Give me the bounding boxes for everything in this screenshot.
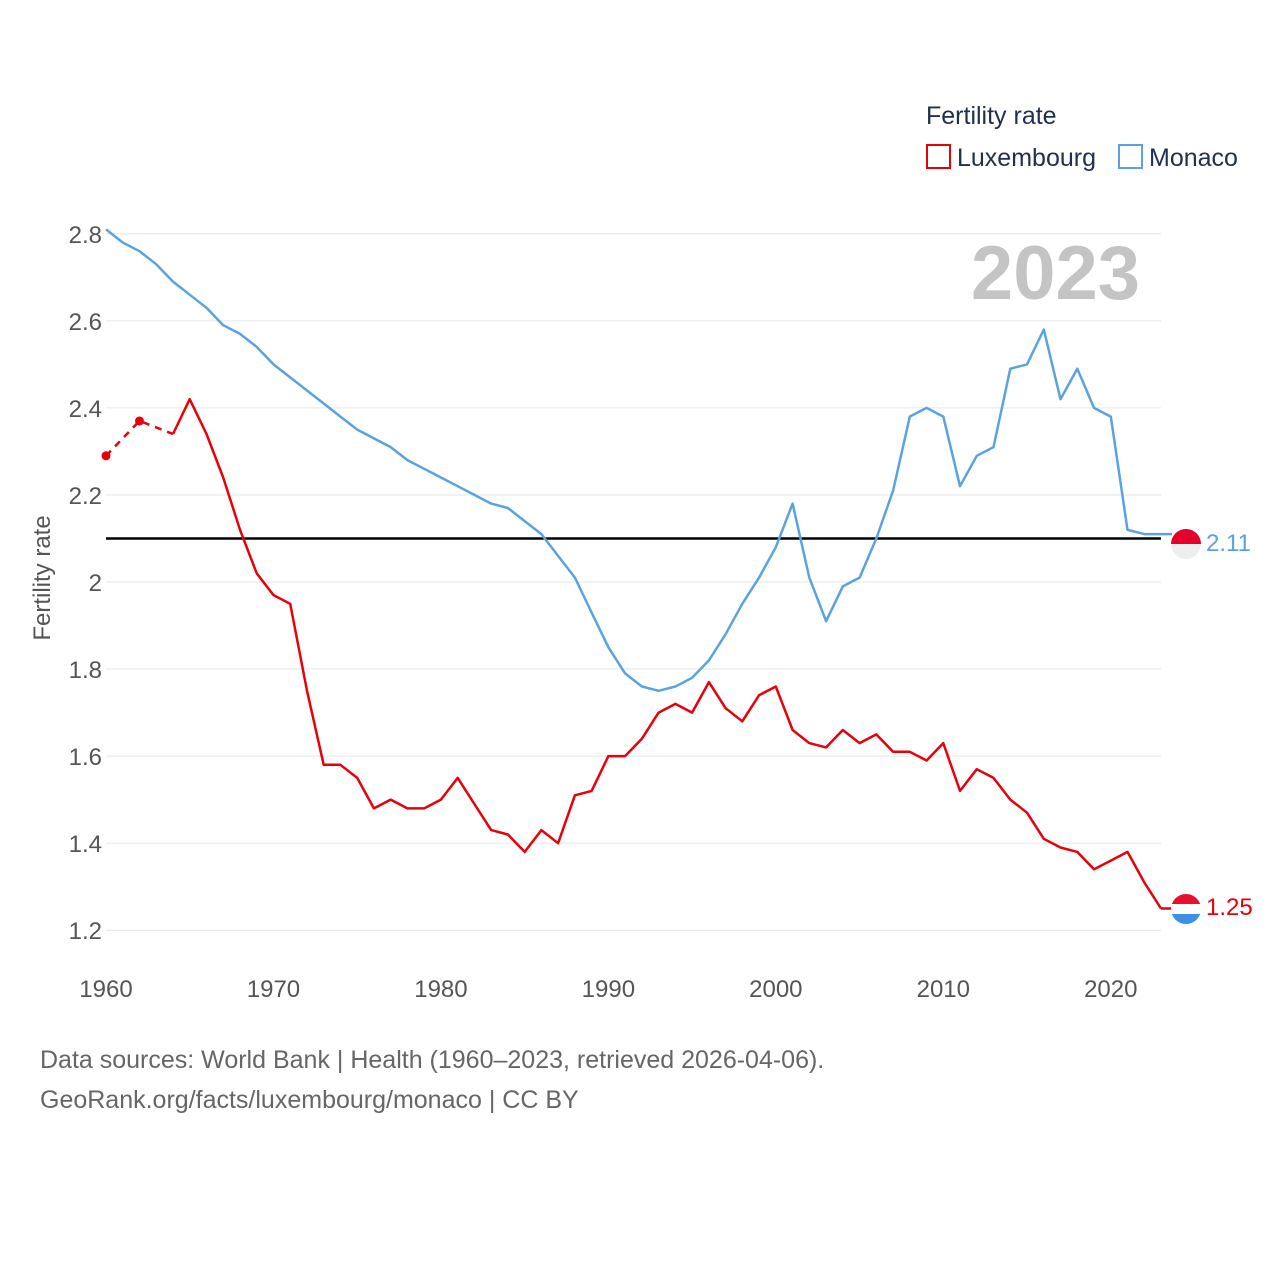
y-tick-label: 1.2 — [69, 918, 102, 945]
y-tick-label: 2.6 — [69, 309, 102, 336]
legend-item-luxembourg[interactable]: Luxembourg — [926, 144, 1096, 172]
fertility-rate-chart: Fertility rate Luxembourg Monaco 2023 Fe… — [29, 102, 1253, 1003]
x-tick-label: 2020 — [1084, 976, 1137, 1003]
luxembourg-flag-white — [1171, 904, 1201, 914]
legend-item-monaco[interactable]: Monaco — [1118, 144, 1238, 172]
monaco-flag-marker — [1171, 529, 1201, 559]
legend-swatch-monaco — [1118, 144, 1143, 169]
luxembourg-early-point — [101, 451, 111, 461]
luxembourg-flag-red — [1171, 894, 1201, 904]
monaco-flag-white — [1171, 544, 1201, 559]
luxembourg-early-dashed-line — [105, 419, 174, 457]
y-tick-label: 2.4 — [69, 396, 102, 423]
legend-swatch-luxembourg — [926, 144, 951, 169]
footer: Data sources: World Bank | Health (1960–… — [40, 1040, 824, 1120]
data-sources-text: Data sources: World Bank | Health (1960–… — [40, 1046, 825, 1074]
x-tick-label: 1970 — [247, 976, 300, 1003]
x-tick-label: 1990 — [582, 976, 635, 1003]
y-tick-label: 2.2 — [69, 483, 102, 510]
y-tick-label: 1.8 — [69, 657, 102, 684]
monaco-end-value: 2.11 — [1206, 530, 1251, 557]
monaco-flag-red — [1171, 529, 1201, 544]
y-tick-label: 2 — [89, 570, 102, 597]
luxembourg-end-value: 1.25 — [1206, 894, 1253, 921]
luxembourg-flag-marker — [1171, 894, 1201, 924]
y-tick-label: 2.8 — [69, 222, 102, 249]
y-tick-label: 1.4 — [69, 831, 102, 858]
year-watermark: 2023 — [971, 231, 1140, 316]
gridlines — [106, 233, 1161, 931]
x-axis-ticks: 1960 1970 1980 1990 2000 2010 2020 — [79, 976, 1137, 1003]
attribution-text: GeoRank.org/facts/luxembourg/monaco | CC… — [40, 1086, 579, 1114]
x-tick-label: 2010 — [917, 976, 970, 1003]
luxembourg-early-point — [134, 416, 144, 426]
x-tick-label: 1980 — [414, 976, 467, 1003]
luxembourg-flag-blue — [1171, 914, 1201, 924]
y-axis-ticks: 1.2 1.4 1.6 1.8 2 2.2 2.4 2.6 2.8 — [69, 222, 102, 945]
luxembourg-line — [171, 397, 1163, 910]
series-lines — [101, 228, 1172, 910]
x-tick-label: 1960 — [79, 976, 132, 1003]
legend-label-monaco: Monaco — [1149, 144, 1238, 172]
y-tick-label: 1.6 — [69, 744, 102, 771]
x-tick-label: 2000 — [749, 976, 802, 1003]
y-axis-title: Fertility rate — [29, 515, 56, 640]
legend-title: Fertility rate — [926, 102, 1057, 130]
monaco-line — [105, 228, 1161, 693]
legend-label-luxembourg: Luxembourg — [957, 144, 1096, 172]
